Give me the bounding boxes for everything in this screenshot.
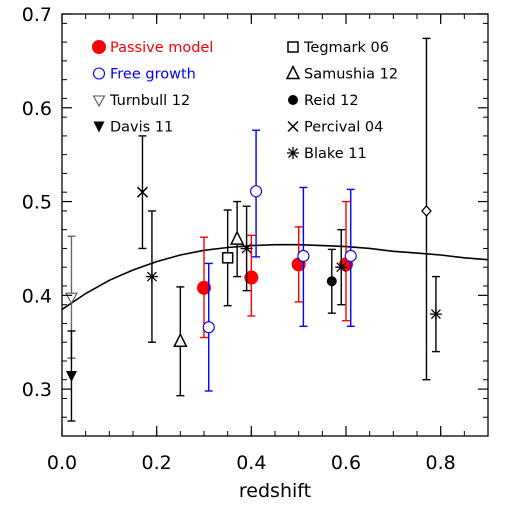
legend-entry: Tegmark 06 [287,40,389,56]
data-point-asterisk [335,261,348,274]
legend-marker [92,95,106,108]
legend-entry: Turnbull 12 [92,93,190,109]
legend-marker [288,95,298,105]
data-point-asterisk [429,308,442,321]
data-point-open-triangle-up [229,230,245,245]
data-point-open-square [221,252,234,264]
x-tick-label: 0.4 [236,452,266,474]
legend-marker [92,67,106,80]
legend-label: Davis 11 [110,120,173,136]
legend: Passive model Free growth Turnbull 12 Davis… [92,40,398,162]
y-tick-label: 0.3 [22,379,52,401]
legend-marker [285,64,301,80]
model-curve-layer [61,243,489,311]
axis-ticks-layer: 0.0 0.2 0.4 0.6 0.8 0.3 0.4 0.5 0.6 0.7 [22,4,489,474]
legend-marker [287,147,299,159]
model-curve [61,243,489,311]
legend-label: Percival 04 [304,120,383,136]
y-tick-label: 0.7 [22,4,52,26]
data-point-asterisk [145,270,158,283]
legend-label: Free growth [110,67,196,83]
y-tick-label: 0.4 [22,285,52,307]
legend-entry: Free growth [92,67,196,83]
data-point-open-circle [202,321,215,334]
y-tick-label: 0.5 [22,192,52,214]
legend-label: Tegmark 06 [303,40,389,56]
x-tick-label: 0.2 [142,452,172,474]
y-tick-label: 0.6 [22,98,52,120]
data-point-open-circle [344,249,357,262]
data-point-open-circle [250,185,263,198]
data-point-open-circle [297,249,310,262]
legend-entry: Davis 11 [93,120,173,136]
x-tick-label: 0.8 [426,452,456,474]
data-point-open-triangle-up [173,332,188,348]
legend-entry: Samushia 12 [285,64,398,83]
legend-entry: Passive model [92,40,213,56]
data-point-open-diamond [421,204,432,217]
legend-label: Blake 11 [304,146,367,162]
legend-marker [287,41,299,53]
legend-marker [92,40,106,54]
data-point-filled-circle-large [197,280,211,295]
x-tick-label: 0.0 [47,452,77,474]
data-point-filled-triangle-down [65,370,77,382]
data-point-asterisk [240,242,253,255]
legend-label: Passive model [110,40,213,56]
data-point-x-cross [136,186,148,198]
legend-label: Reid 12 [304,93,359,109]
data-point-filled-circle-small [326,276,337,287]
legend-label: Turnbull 12 [109,93,190,109]
data-points-layer [65,37,442,422]
legend-marker [287,120,299,133]
legend-entry: Reid 12 [288,93,359,109]
legend-entry: Blake 11 [287,146,367,162]
legend-entry: Percival 04 [287,120,383,136]
data-point-filled-circle-large [244,270,259,285]
x-axis-title: redshift [239,480,311,502]
legend-marker [93,121,105,133]
legend-label: Samushia 12 [304,67,398,83]
x-tick-label: 0.6 [331,452,361,474]
